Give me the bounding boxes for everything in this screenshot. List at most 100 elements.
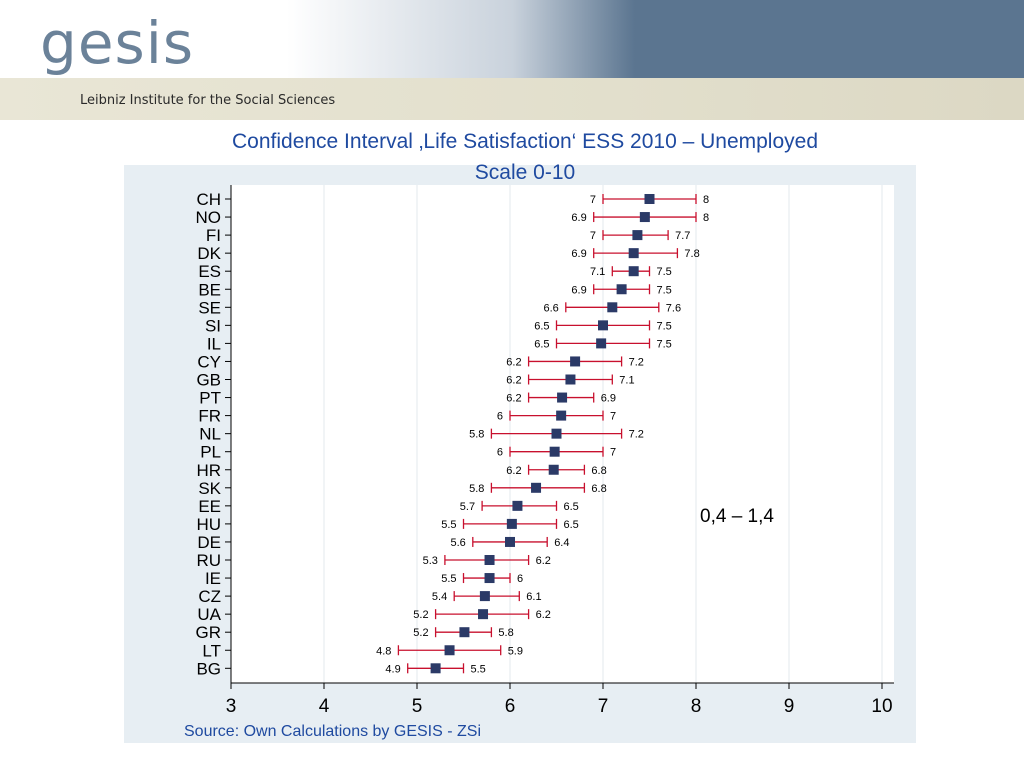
ci-upper-label: 7.5	[657, 266, 672, 278]
y-tick-label: CZ	[198, 587, 221, 606]
x-tick-label: 4	[319, 696, 330, 717]
y-tick-label: IE	[205, 569, 221, 588]
y-tick-label: LT	[202, 641, 221, 660]
mean-point	[478, 609, 489, 620]
x-tick-label: 9	[784, 696, 795, 717]
mean-point	[479, 591, 490, 602]
x-tick-label: 3	[226, 696, 237, 717]
mean-point	[570, 356, 581, 367]
ci-lower-label: 7	[590, 194, 596, 206]
ci-upper-label: 7.5	[657, 338, 672, 350]
ci-lower-label: 6.9	[571, 284, 586, 296]
ci-upper-label: 7	[610, 447, 616, 459]
mean-point	[628, 266, 639, 277]
mean-point	[459, 627, 470, 638]
y-tick-label: EE	[198, 497, 221, 516]
ci-upper-label: 7.2	[629, 429, 644, 441]
y-tick-label: ES	[198, 262, 221, 281]
ci-upper-label: 7.6	[666, 302, 681, 314]
ci-upper-label: 7.5	[657, 320, 672, 332]
ci-upper-label: 6.2	[536, 555, 551, 567]
mean-point	[430, 663, 441, 674]
ci-upper-label: 6.4	[554, 537, 569, 549]
source-note: Source: Own Calculations by GESIS - ZSi	[184, 723, 481, 740]
mean-point	[444, 645, 455, 656]
header-band	[0, 78, 1024, 120]
ci-upper-label: 7.1	[619, 375, 634, 387]
y-tick-label: PL	[200, 443, 221, 462]
confidence-interval-chart: 3 4 5 6 7 8 9 10 CH 7 8 NO 6.9 8 FI 7 7.7 DK 6.9 7.8 ES 7.1 7.…	[196, 185, 894, 717]
y-tick-label: BE	[198, 280, 221, 299]
y-tick-label: NL	[199, 425, 221, 444]
ci-upper-label: 8	[703, 212, 709, 224]
mean-point	[551, 428, 562, 439]
ci-lower-label: 6	[497, 411, 503, 423]
mean-point	[484, 573, 495, 584]
y-tick-label: FR	[198, 407, 221, 426]
mean-point	[632, 230, 643, 241]
ci-lower-label: 6.2	[506, 393, 521, 405]
x-tick-label: 8	[691, 696, 702, 717]
ci-lower-label: 5.3	[423, 555, 438, 567]
mean-point	[506, 518, 517, 529]
y-tick-label: PT	[199, 389, 221, 408]
mean-point	[557, 392, 568, 403]
ci-lower-label: 7	[590, 230, 596, 242]
x-tick-label: 7	[598, 696, 609, 717]
ci-lower-label: 6.6	[544, 302, 559, 314]
mean-point	[596, 338, 607, 349]
ci-lower-label: 6.2	[506, 356, 521, 368]
ci-lower-label: 6.2	[506, 465, 521, 477]
y-tick-label: HU	[196, 515, 221, 534]
ci-lower-label: 6.5	[534, 338, 549, 350]
y-tick-label: GR	[196, 623, 222, 642]
y-tick-label: SI	[205, 316, 221, 335]
x-tick-label: 6	[505, 696, 516, 717]
range-annotation: 0,4 – 1,4	[700, 506, 774, 527]
y-tick-label: NO	[196, 208, 222, 227]
ci-upper-label: 7.7	[675, 230, 690, 242]
slide-title-line1: Confidence Interval ‚Life Satisfaction‘ …	[231, 130, 818, 153]
mean-point	[549, 446, 560, 457]
x-tick-label: 10	[871, 696, 892, 717]
ci-upper-label: 6.5	[564, 501, 579, 513]
mean-point	[607, 302, 618, 313]
slide-title: Confidence Interval ‚Life Satisfaction‘ …	[120, 126, 930, 188]
y-tick-label: FI	[206, 226, 221, 245]
y-tick-label: CH	[196, 190, 221, 209]
ci-lower-label: 5.6	[451, 537, 466, 549]
ci-lower-label: 5.5	[441, 573, 456, 585]
mean-point	[598, 320, 608, 331]
ci-upper-label: 6.1	[526, 591, 541, 603]
ci-lower-label: 5.7	[460, 501, 475, 513]
ci-upper-label: 8	[703, 194, 709, 206]
ci-upper-label: 7.5	[657, 284, 672, 296]
mean-point	[512, 500, 523, 511]
ci-lower-label: 6.2	[506, 375, 521, 387]
y-tick-label: UA	[197, 605, 221, 624]
ci-upper-label: 7.2	[629, 356, 644, 368]
mean-point	[505, 536, 515, 547]
ci-upper-label: 6.2	[536, 609, 551, 621]
ci-upper-label: 5.5	[471, 663, 486, 675]
mean-point	[556, 410, 567, 421]
mean-point	[548, 464, 559, 475]
ci-upper-label: 6.8	[591, 483, 606, 495]
y-tick-label: HR	[196, 461, 221, 480]
mean-point	[644, 194, 655, 204]
logo-subtitle: Leibniz Institute for the Social Science…	[80, 93, 336, 108]
ci-lower-label: 5.2	[413, 609, 428, 621]
y-tick-label: CY	[197, 352, 221, 371]
y-tick-label: IL	[207, 334, 221, 353]
ci-lower-label: 5.5	[441, 519, 456, 531]
y-tick-label: GB	[196, 371, 221, 390]
y-tick-label: RU	[196, 551, 221, 570]
ci-lower-label: 4.8	[376, 645, 391, 657]
ci-lower-label: 6.5	[534, 320, 549, 332]
ci-upper-label: 7.8	[684, 248, 699, 260]
ci-upper-label: 6.8	[591, 465, 606, 477]
y-tick-label: DE	[197, 533, 221, 552]
y-tick-label: SE	[198, 298, 221, 317]
ci-upper-label: 6.9	[601, 393, 616, 405]
ci-lower-label: 6.9	[571, 212, 586, 224]
